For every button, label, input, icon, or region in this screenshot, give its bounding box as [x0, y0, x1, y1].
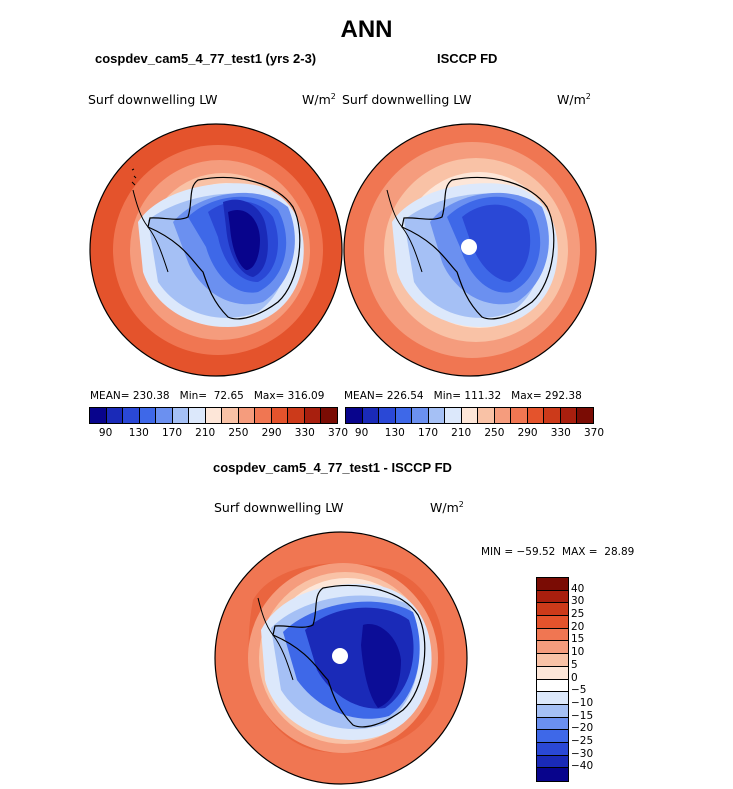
colorbar-swatch	[537, 717, 568, 731]
colorbar-swatch	[537, 628, 568, 642]
colorbar-swatch	[527, 408, 545, 423]
colorbar-swatch	[478, 408, 495, 423]
colorbar-tick-label: 250	[484, 427, 505, 439]
model-field-label: Surf downwelling LW	[88, 92, 218, 107]
colorbar-swatch	[428, 408, 446, 423]
colorbar-swatch	[205, 408, 223, 423]
colorbar-tick-label: 170	[417, 427, 439, 439]
colorbar-swatch	[511, 408, 528, 423]
season-title: ANN	[340, 16, 393, 43]
colorbar-swatch	[379, 408, 396, 423]
colorbar-tick-label: −10	[571, 696, 594, 709]
obs-colorbar	[345, 407, 594, 424]
colorbar-swatch	[321, 408, 337, 423]
colorbar-tick-label: 210	[195, 427, 216, 439]
obs-polar-map	[343, 123, 597, 377]
colorbar-swatch	[255, 408, 272, 423]
obs-panel-title: ISCCP FD	[437, 51, 498, 66]
colorbar-swatch	[271, 408, 289, 423]
colorbar-swatch	[461, 408, 479, 423]
colorbar-tick-label: 170	[161, 427, 183, 439]
colorbar-tick-label: 40	[571, 582, 585, 595]
colorbar-tick-label: 290	[261, 427, 282, 439]
colorbar-swatch	[172, 408, 190, 423]
colorbar-swatch	[304, 408, 322, 423]
colorbar-tick-label: −20	[571, 722, 594, 735]
colorbar-swatch	[537, 578, 568, 591]
colorbar-swatch	[106, 408, 124, 423]
model-units-label: W/m2	[302, 92, 336, 108]
colorbar-swatch	[90, 408, 107, 423]
obs-stats: MEAN= 226.54 Min= 111.32 Max= 292.38	[344, 390, 582, 402]
obs-field-label: Surf downwelling LW	[342, 92, 472, 107]
colorbar-tick-label: 90	[354, 427, 369, 439]
colorbar-tick-label: −40	[571, 760, 594, 773]
diff-colorbar	[536, 577, 569, 782]
colorbar-tick-label: 5	[571, 658, 578, 671]
colorbar-tick-label: 20	[571, 620, 585, 633]
colorbar-swatch	[537, 692, 568, 705]
model-colorbar-labels: 90 130 170 210 250 290 330 370	[89, 427, 348, 441]
colorbar-tick-label: 130	[128, 427, 149, 439]
colorbar-swatch	[189, 408, 206, 423]
obs-units-label: W/m2	[557, 92, 591, 108]
colorbar-swatch	[537, 730, 568, 743]
colorbar-swatch	[238, 408, 256, 423]
colorbar-tick-label: 0	[571, 671, 578, 684]
colorbar-tick-label: 90	[98, 427, 113, 439]
model-colorbar	[89, 407, 338, 424]
colorbar-swatch	[537, 755, 568, 769]
colorbar-tick-label: 370	[583, 427, 605, 439]
colorbar-swatch	[537, 704, 568, 718]
colorbar-tick-label: 25	[571, 608, 585, 621]
colorbar-swatch	[537, 641, 568, 655]
colorbar-swatch	[537, 768, 568, 781]
colorbar-swatch	[123, 408, 140, 423]
colorbar-tick-label: 330	[550, 427, 571, 439]
diff-units-label: W/m2	[430, 500, 464, 516]
model-panel-title: cospdev_cam5_4_77_test1 (yrs 2-3)	[95, 51, 317, 66]
colorbar-swatch	[537, 654, 568, 667]
colorbar-tick-label: 370	[327, 427, 349, 439]
model-polar-map	[89, 123, 343, 377]
colorbar-tick-label: −15	[571, 709, 594, 722]
diff-polar-map	[214, 531, 468, 785]
colorbar-swatch	[537, 616, 568, 629]
colorbar-swatch	[412, 408, 429, 423]
colorbar-tick-label: 250	[228, 427, 249, 439]
colorbar-swatch	[537, 590, 568, 604]
diff-field-label: Surf downwelling LW	[214, 500, 344, 515]
colorbar-tick-label: 10	[571, 646, 585, 659]
colorbar-swatch	[537, 603, 568, 617]
colorbar-swatch	[288, 408, 305, 423]
colorbar-swatch	[222, 408, 239, 423]
colorbar-swatch	[537, 742, 568, 756]
colorbar-swatch	[537, 666, 568, 680]
model-stats: MEAN= 230.38 Min= 72.65 Max= 316.09	[90, 390, 325, 402]
diff-colorbar-labels: 40 30 25 20 15 10 5 0 −5 −10 −15 −20 −25 −30 −40	[571, 577, 611, 782]
colorbar-tick-label: 290	[517, 427, 538, 439]
colorbar-tick-label: 15	[571, 633, 585, 646]
obs-colorbar-labels: 90 130 170 210 250 290 330 370	[345, 427, 604, 441]
colorbar-tick-label: 30	[571, 595, 585, 608]
colorbar-tick-label: −5	[571, 684, 587, 697]
colorbar-tick-label: −25	[571, 734, 594, 747]
colorbar-swatch	[346, 408, 363, 423]
colorbar-tick-label: 130	[384, 427, 405, 439]
colorbar-swatch	[395, 408, 413, 423]
colorbar-swatch	[494, 408, 512, 423]
colorbar-tick-label: 210	[451, 427, 472, 439]
colorbar-tick-label: −30	[571, 747, 594, 760]
colorbar-swatch	[560, 408, 578, 423]
colorbar-swatch	[544, 408, 561, 423]
colorbar-swatch	[537, 679, 568, 693]
colorbar-swatch	[577, 408, 593, 423]
colorbar-swatch	[139, 408, 157, 423]
colorbar-tick-label: 330	[294, 427, 315, 439]
colorbar-swatch	[156, 408, 173, 423]
colorbar-swatch	[362, 408, 380, 423]
diff-min-max: MIN = −59.52 MAX = 28.89	[481, 546, 635, 558]
diff-panel-title: cospdev_cam5_4_77_test1 - ISCCP FD	[213, 460, 452, 475]
colorbar-swatch	[445, 408, 462, 423]
